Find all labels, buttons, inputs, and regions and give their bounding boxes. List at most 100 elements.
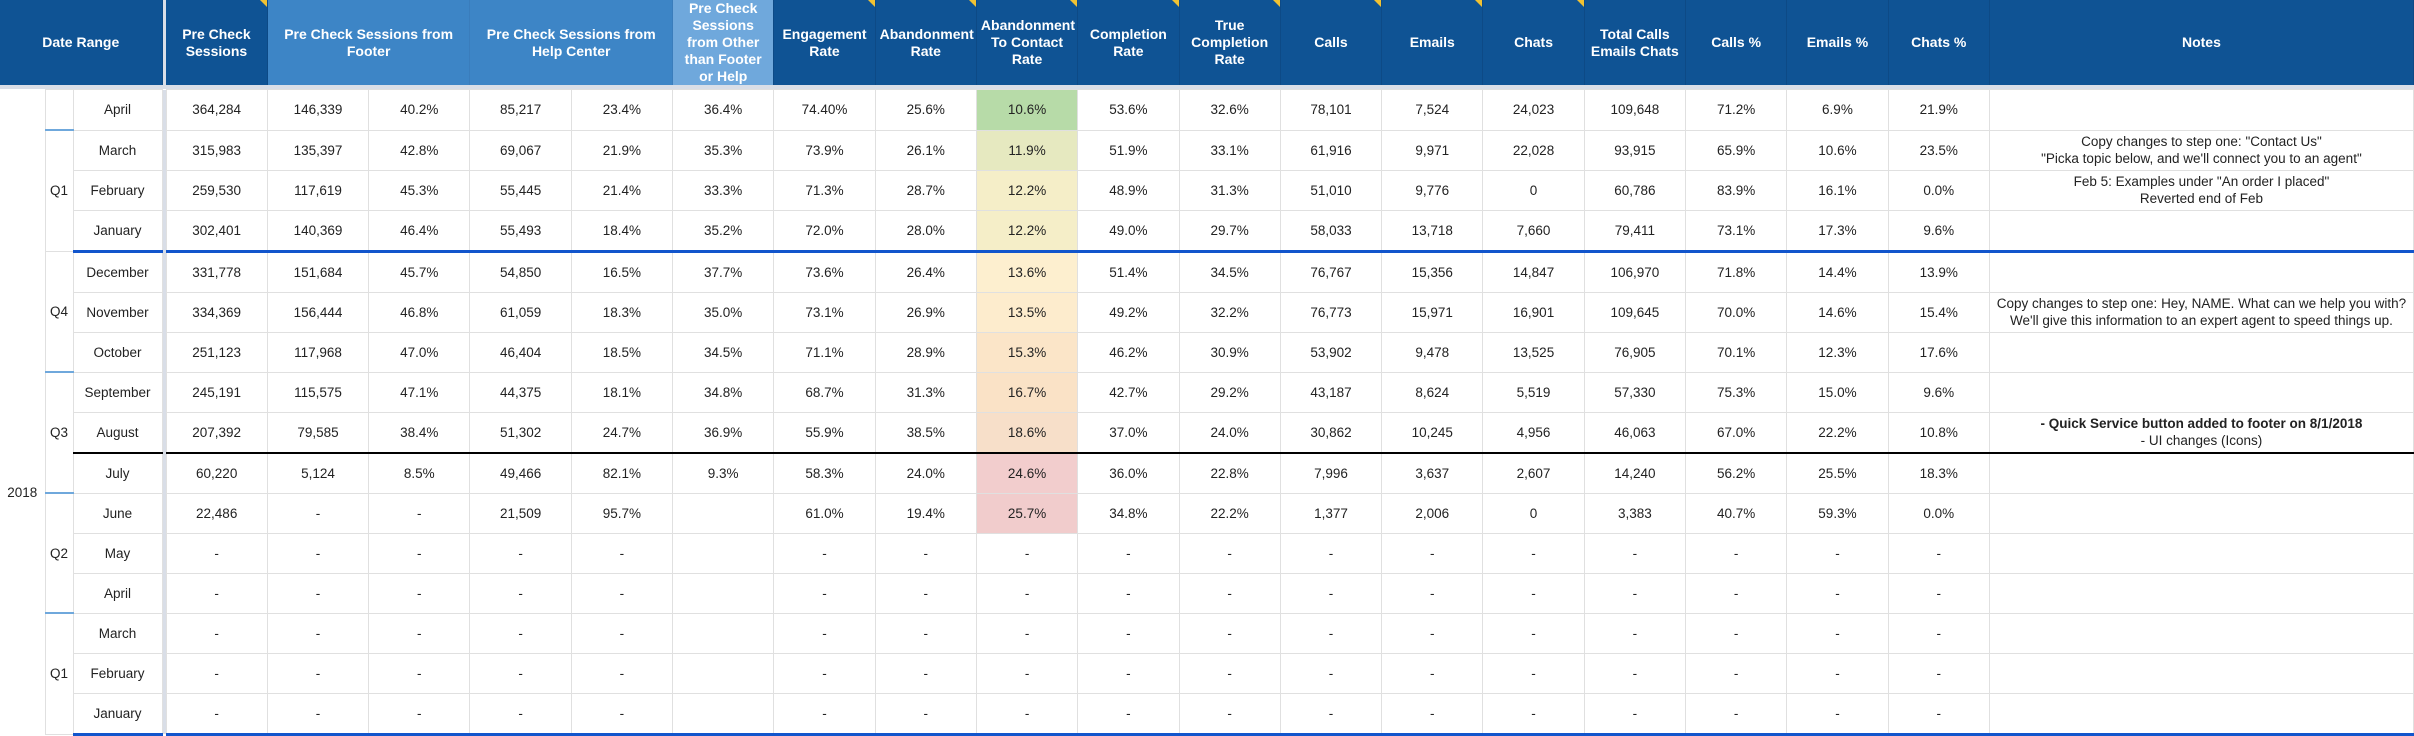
frozen-divider[interactable] [162, 89, 167, 130]
abandonment-to-contact-cell[interactable]: - [975, 612, 1079, 654]
data-cell[interactable]: 10.8% [1887, 411, 1990, 454]
data-cell[interactable]: 28.0% [874, 209, 977, 253]
data-cell[interactable]: - [570, 612, 674, 654]
data-cell[interactable]: 32.2% [1178, 291, 1281, 333]
column-header[interactable]: Emails % [1786, 0, 1889, 85]
data-cell[interactable]: 29.2% [1178, 371, 1281, 413]
data-cell[interactable] [672, 652, 775, 694]
data-cell[interactable]: - [1279, 532, 1383, 574]
data-cell[interactable]: 34.8% [672, 371, 775, 413]
month-cell[interactable]: May [72, 532, 163, 574]
data-cell[interactable]: 251,123 [165, 331, 268, 373]
notes-cell[interactable] [1988, 331, 2414, 373]
data-cell[interactable]: - [1786, 612, 1889, 654]
frozen-divider[interactable] [162, 372, 167, 412]
data-cell[interactable]: 17.6% [1887, 331, 1990, 373]
data-cell[interactable]: 207,392 [165, 411, 268, 454]
data-cell[interactable]: 115,575 [266, 371, 370, 413]
month-cell[interactable]: February [72, 169, 163, 211]
notes-cell[interactable] [1988, 652, 2414, 694]
data-cell[interactable]: 106,970 [1583, 250, 1687, 293]
comment-marker-icon[interactable] [259, 0, 267, 7]
comment-marker-icon[interactable] [867, 0, 875, 7]
data-cell[interactable]: 26.1% [874, 129, 977, 171]
data-cell[interactable]: - [1583, 572, 1687, 614]
data-cell[interactable]: 151,684 [266, 250, 370, 293]
data-cell[interactable]: 16.5% [570, 250, 674, 293]
month-cell[interactable]: December [72, 250, 163, 293]
data-cell[interactable]: - [874, 612, 977, 654]
data-cell[interactable]: 59.3% [1786, 492, 1889, 534]
data-cell[interactable]: 315,983 [165, 129, 268, 171]
data-cell[interactable]: 9.6% [1887, 371, 1990, 413]
data-cell[interactable]: - [1178, 532, 1281, 574]
data-cell[interactable]: 31.3% [874, 371, 977, 413]
data-cell[interactable]: 47.0% [368, 331, 471, 373]
data-cell[interactable]: 71.3% [773, 169, 876, 211]
abandonment-to-contact-cell[interactable]: 18.6% [975, 411, 1079, 454]
data-cell[interactable]: 156,444 [266, 291, 370, 333]
month-cell[interactable]: April [72, 89, 163, 131]
data-cell[interactable]: 10.6% [1786, 129, 1889, 171]
notes-cell[interactable] [1988, 89, 2414, 131]
data-cell[interactable]: 71.1% [773, 331, 876, 373]
data-cell[interactable]: 69,067 [469, 129, 572, 171]
data-cell[interactable]: 302,401 [165, 209, 268, 253]
data-cell[interactable]: - [368, 532, 471, 574]
data-cell[interactable] [672, 692, 775, 736]
data-cell[interactable]: 7,660 [1482, 209, 1585, 253]
data-cell[interactable]: 40.2% [368, 89, 471, 131]
data-cell[interactable]: 70.0% [1684, 291, 1788, 333]
data-cell[interactable]: - [1684, 652, 1788, 694]
data-cell[interactable]: 35.2% [672, 209, 775, 253]
data-cell[interactable]: 18.3% [570, 291, 674, 333]
notes-cell[interactable] [1988, 612, 2414, 654]
data-cell[interactable]: 14,847 [1482, 250, 1585, 293]
data-cell[interactable]: 57,330 [1583, 371, 1687, 413]
data-cell[interactable]: 65.9% [1684, 129, 1788, 171]
data-cell[interactable]: 13,718 [1381, 209, 1484, 253]
quarter-cell[interactable]: Q1 [44, 612, 74, 735]
data-cell[interactable]: 37.7% [672, 250, 775, 293]
frozen-divider[interactable] [162, 452, 167, 493]
data-cell[interactable]: - [469, 692, 572, 736]
frozen-divider[interactable] [162, 613, 167, 653]
notes-cell[interactable] [1988, 250, 2414, 293]
data-cell[interactable]: 48.9% [1077, 169, 1180, 211]
data-cell[interactable]: - [1887, 692, 1990, 736]
data-cell[interactable]: 26.4% [874, 250, 977, 293]
data-cell[interactable]: - [1887, 532, 1990, 574]
data-cell[interactable]: 58.3% [773, 452, 876, 494]
data-cell[interactable]: 117,968 [266, 331, 370, 373]
data-cell[interactable]: 71.8% [1684, 250, 1788, 293]
data-cell[interactable] [672, 612, 775, 654]
data-cell[interactable]: 7,524 [1381, 89, 1484, 131]
data-cell[interactable]: 14.4% [1786, 250, 1889, 293]
data-cell[interactable]: - [266, 612, 370, 654]
comment-marker-icon[interactable] [1576, 0, 1584, 7]
data-cell[interactable]: 31.3% [1178, 169, 1281, 211]
abandonment-to-contact-cell[interactable]: 25.7% [975, 492, 1079, 534]
comment-marker-icon[interactable] [1070, 0, 1078, 7]
data-cell[interactable]: - [1684, 612, 1788, 654]
notes-cell[interactable] [1988, 692, 2414, 736]
data-cell[interactable]: - [1077, 572, 1180, 614]
data-cell[interactable]: 33.3% [672, 169, 775, 211]
frozen-divider[interactable] [162, 493, 167, 533]
data-cell[interactable]: 34.5% [672, 331, 775, 373]
data-cell[interactable]: 334,369 [165, 291, 268, 333]
data-cell[interactable]: - [773, 692, 876, 736]
data-cell[interactable]: 15,356 [1381, 250, 1484, 293]
data-cell[interactable]: - [874, 532, 977, 574]
notes-cell[interactable] [1988, 572, 2414, 614]
data-cell[interactable] [672, 492, 775, 534]
data-cell[interactable]: 16.1% [1786, 169, 1889, 211]
month-cell[interactable]: March [72, 612, 163, 654]
data-cell[interactable]: - [1583, 612, 1687, 654]
frozen-divider[interactable] [162, 412, 167, 453]
notes-cell[interactable]: - Quick Service button added to footer o… [1988, 411, 2414, 454]
data-cell[interactable]: 18.5% [570, 331, 674, 373]
data-cell[interactable]: 9,776 [1381, 169, 1484, 211]
month-cell[interactable]: February [72, 652, 163, 694]
data-cell[interactable]: - [165, 612, 268, 654]
